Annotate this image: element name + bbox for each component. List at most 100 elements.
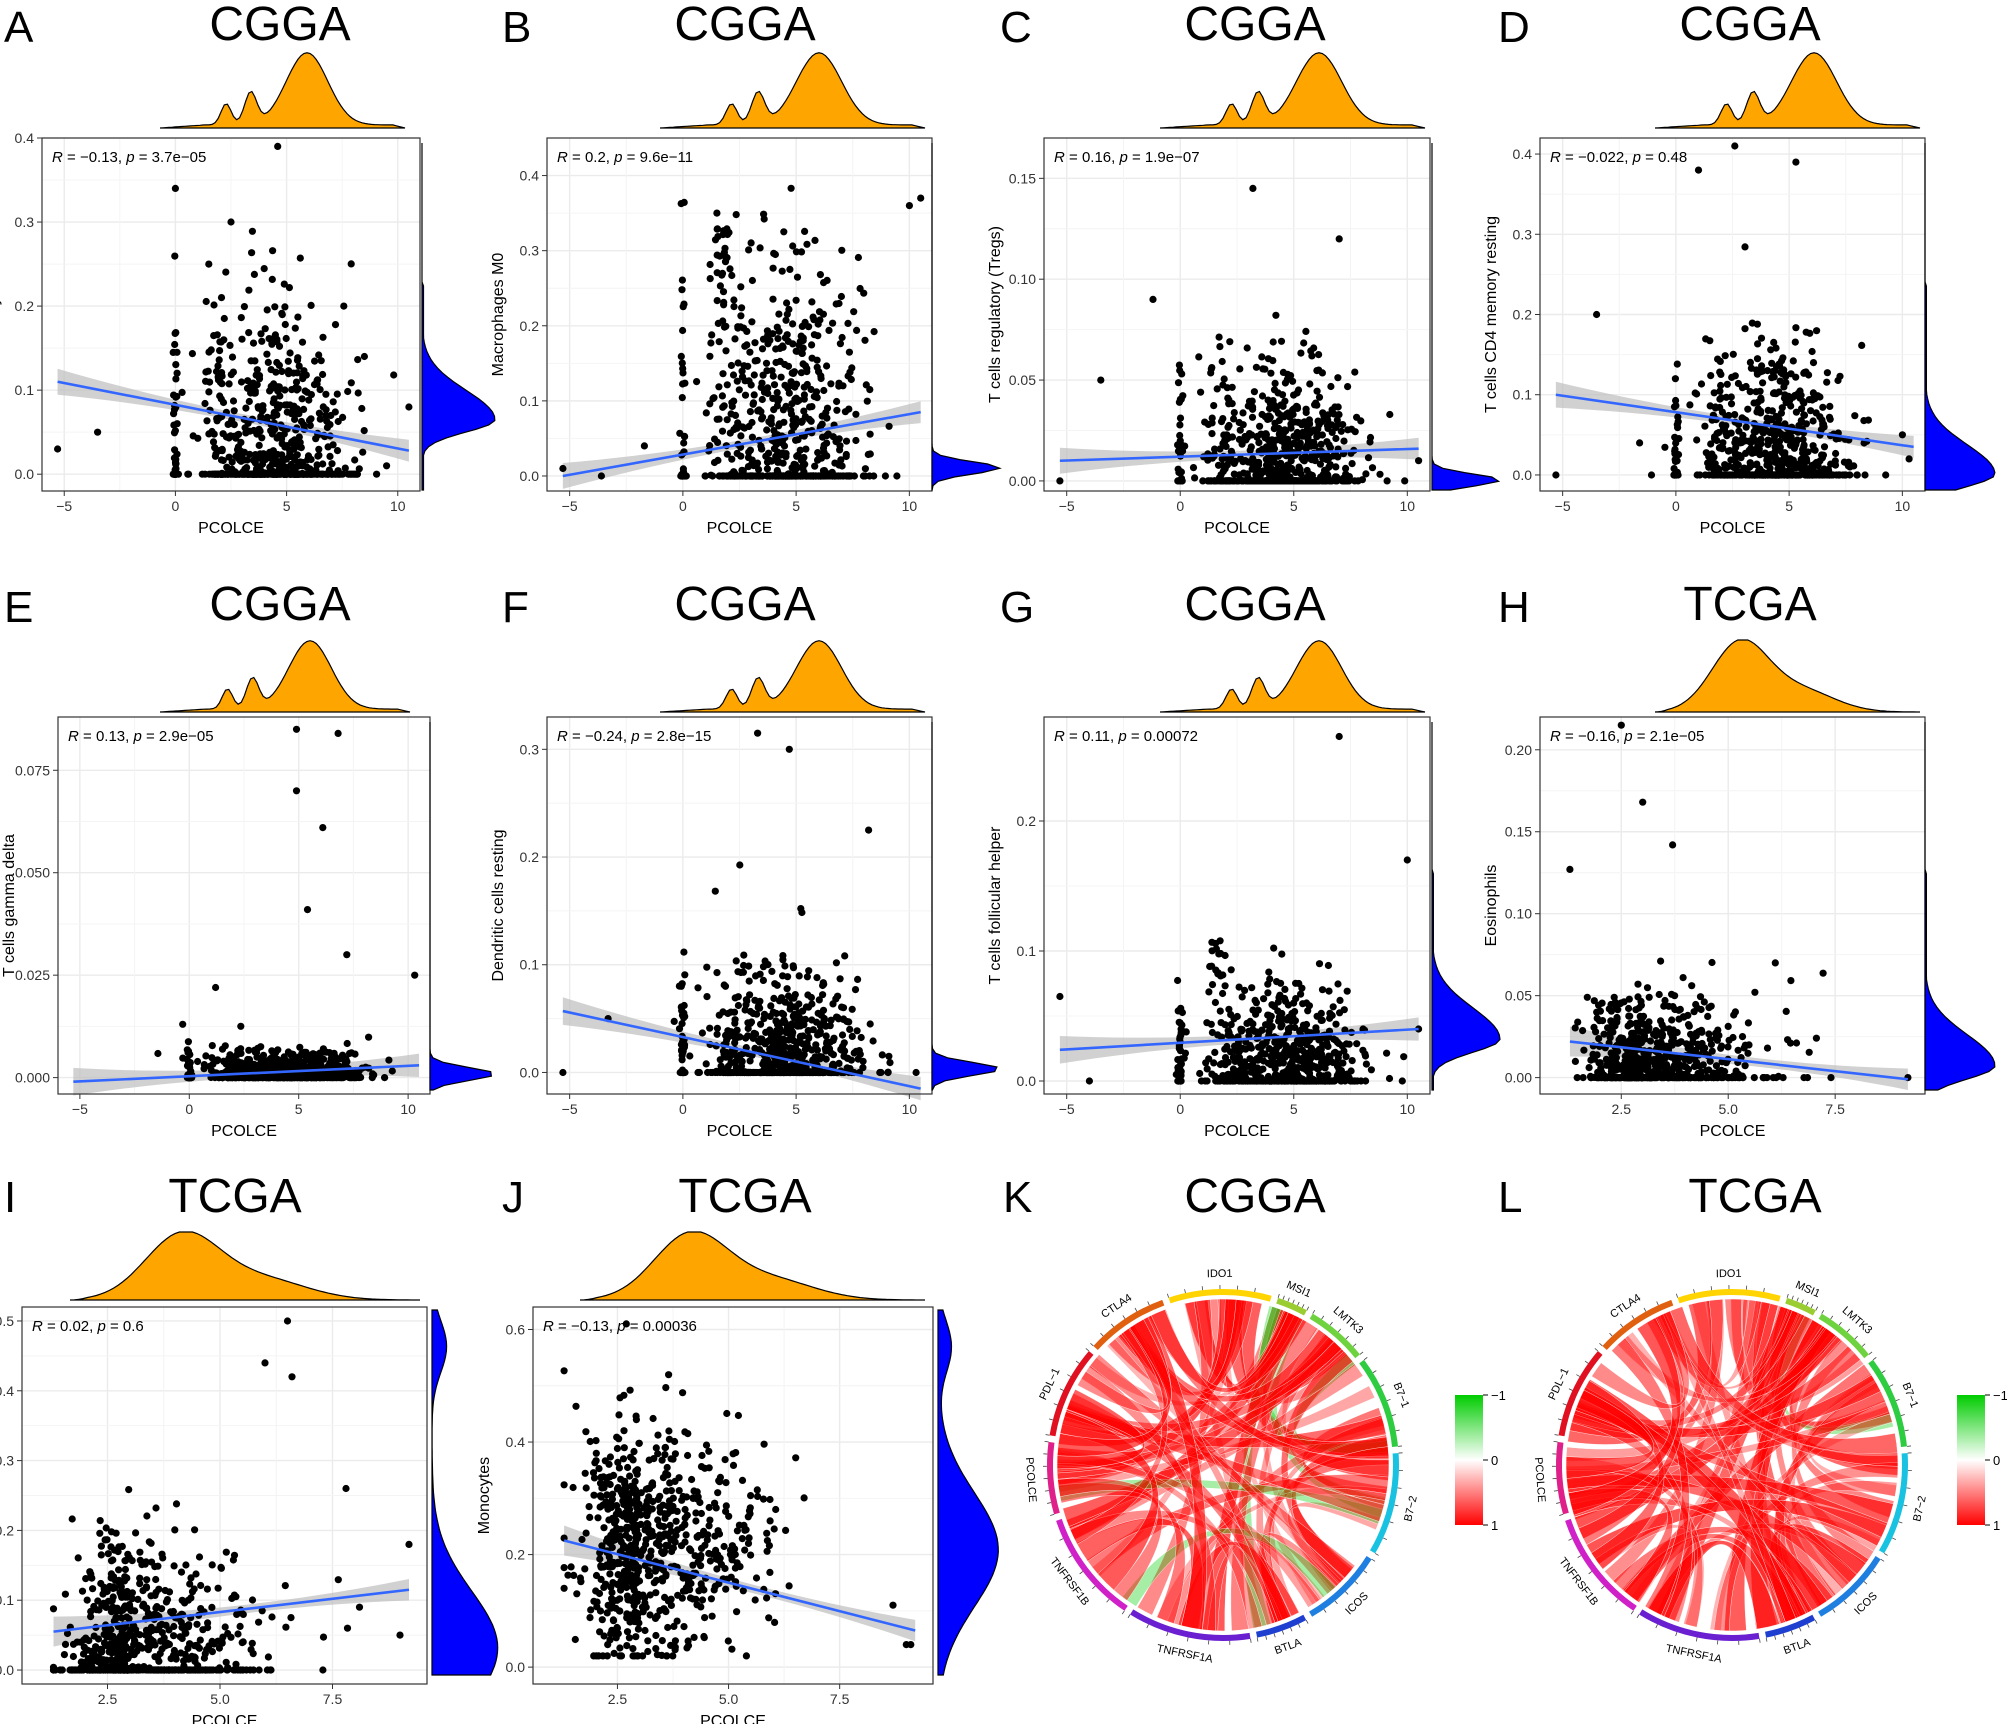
data-point [778, 267, 786, 275]
stat-annotation: R = 0.13, p = 2.9e−05 [68, 728, 214, 745]
data-point [770, 406, 778, 414]
data-point [250, 456, 258, 464]
data-point [274, 383, 282, 391]
data-point [1342, 464, 1350, 472]
data-point [200, 1061, 208, 1069]
data-point [721, 982, 730, 990]
data-points [54, 142, 413, 478]
data-point [208, 1054, 216, 1062]
data-point [245, 286, 253, 294]
data-point [1820, 443, 1829, 451]
data-point [750, 391, 758, 399]
y-tick-label: 0.2 [1513, 307, 1533, 323]
data-point [779, 952, 787, 960]
data-point [675, 1025, 684, 1033]
x-tick-label: 5 [295, 1101, 303, 1117]
data-point [270, 408, 279, 416]
x-tick-label: 0 [1176, 498, 1184, 514]
data-point [313, 470, 321, 478]
data-point [791, 472, 799, 480]
data-point [769, 295, 777, 303]
data-point [1216, 937, 1224, 945]
data-point [1771, 437, 1779, 445]
data-point [280, 1074, 288, 1082]
data-point [823, 439, 831, 447]
data-point [799, 360, 807, 368]
data-point [293, 1059, 302, 1067]
data-point [1262, 477, 1270, 485]
data-point [718, 427, 727, 435]
data-point [1324, 411, 1332, 419]
data-point [1841, 471, 1849, 479]
data-point [773, 1020, 782, 1029]
data-point [1237, 455, 1245, 463]
data-point [678, 286, 686, 294]
data-point [274, 142, 282, 150]
data-point [780, 228, 788, 236]
data-point [1716, 357, 1724, 365]
data-point [323, 423, 331, 432]
data-point [353, 470, 361, 478]
data-point [1861, 471, 1869, 479]
data-point [225, 434, 233, 442]
data-point [248, 227, 256, 235]
data-point [729, 371, 738, 379]
data-point [216, 392, 224, 400]
data-point [286, 349, 294, 357]
data-point [1217, 477, 1225, 485]
data-point [1293, 428, 1301, 437]
data-point [747, 239, 755, 247]
data-point [775, 327, 783, 335]
data-point [678, 1056, 686, 1064]
data-point [1256, 422, 1264, 430]
data-point [757, 1068, 765, 1077]
data-point [795, 972, 803, 980]
data-point [1815, 471, 1823, 479]
data-point [319, 824, 327, 832]
data-point [837, 292, 846, 301]
y-tick-label: 0.1 [15, 382, 35, 398]
x-tick-label: 0 [679, 498, 687, 514]
data-point [782, 450, 790, 458]
data-point [1249, 461, 1257, 469]
data-point [1752, 471, 1760, 479]
data-point [1724, 447, 1732, 455]
data-point [807, 385, 815, 394]
data-point [803, 368, 811, 376]
data-point [1176, 414, 1185, 422]
data-point [218, 469, 226, 477]
data-point [854, 975, 862, 984]
data-point [239, 455, 247, 464]
plot-border [41, 137, 421, 492]
data-point [411, 971, 419, 979]
data-point [251, 451, 259, 459]
data-point [754, 1037, 763, 1045]
data-point [1211, 1048, 1219, 1056]
data-point [1727, 400, 1736, 408]
data-point [706, 352, 714, 360]
data-point [805, 967, 813, 975]
y-axis-label: T cells gamma delta [1, 834, 18, 977]
data-point [365, 1033, 373, 1041]
data-point [235, 1074, 243, 1082]
data-point [1230, 470, 1238, 478]
data-point [329, 398, 337, 406]
data-point [1731, 142, 1739, 150]
data-point [838, 1003, 846, 1011]
data-point [746, 408, 755, 416]
data-point [1353, 413, 1361, 421]
data-point [1295, 463, 1303, 471]
data-point [1225, 1005, 1233, 1013]
data-point [293, 386, 301, 394]
data-point [245, 329, 253, 337]
data-point [205, 388, 213, 396]
data-point [1752, 388, 1760, 396]
data-point [786, 265, 794, 273]
data-point [794, 1022, 802, 1030]
data-point [852, 410, 860, 418]
data-point [770, 994, 778, 1003]
y-tick-label: 0.4 [15, 130, 35, 146]
data-point [793, 273, 802, 281]
data-point [278, 367, 286, 376]
